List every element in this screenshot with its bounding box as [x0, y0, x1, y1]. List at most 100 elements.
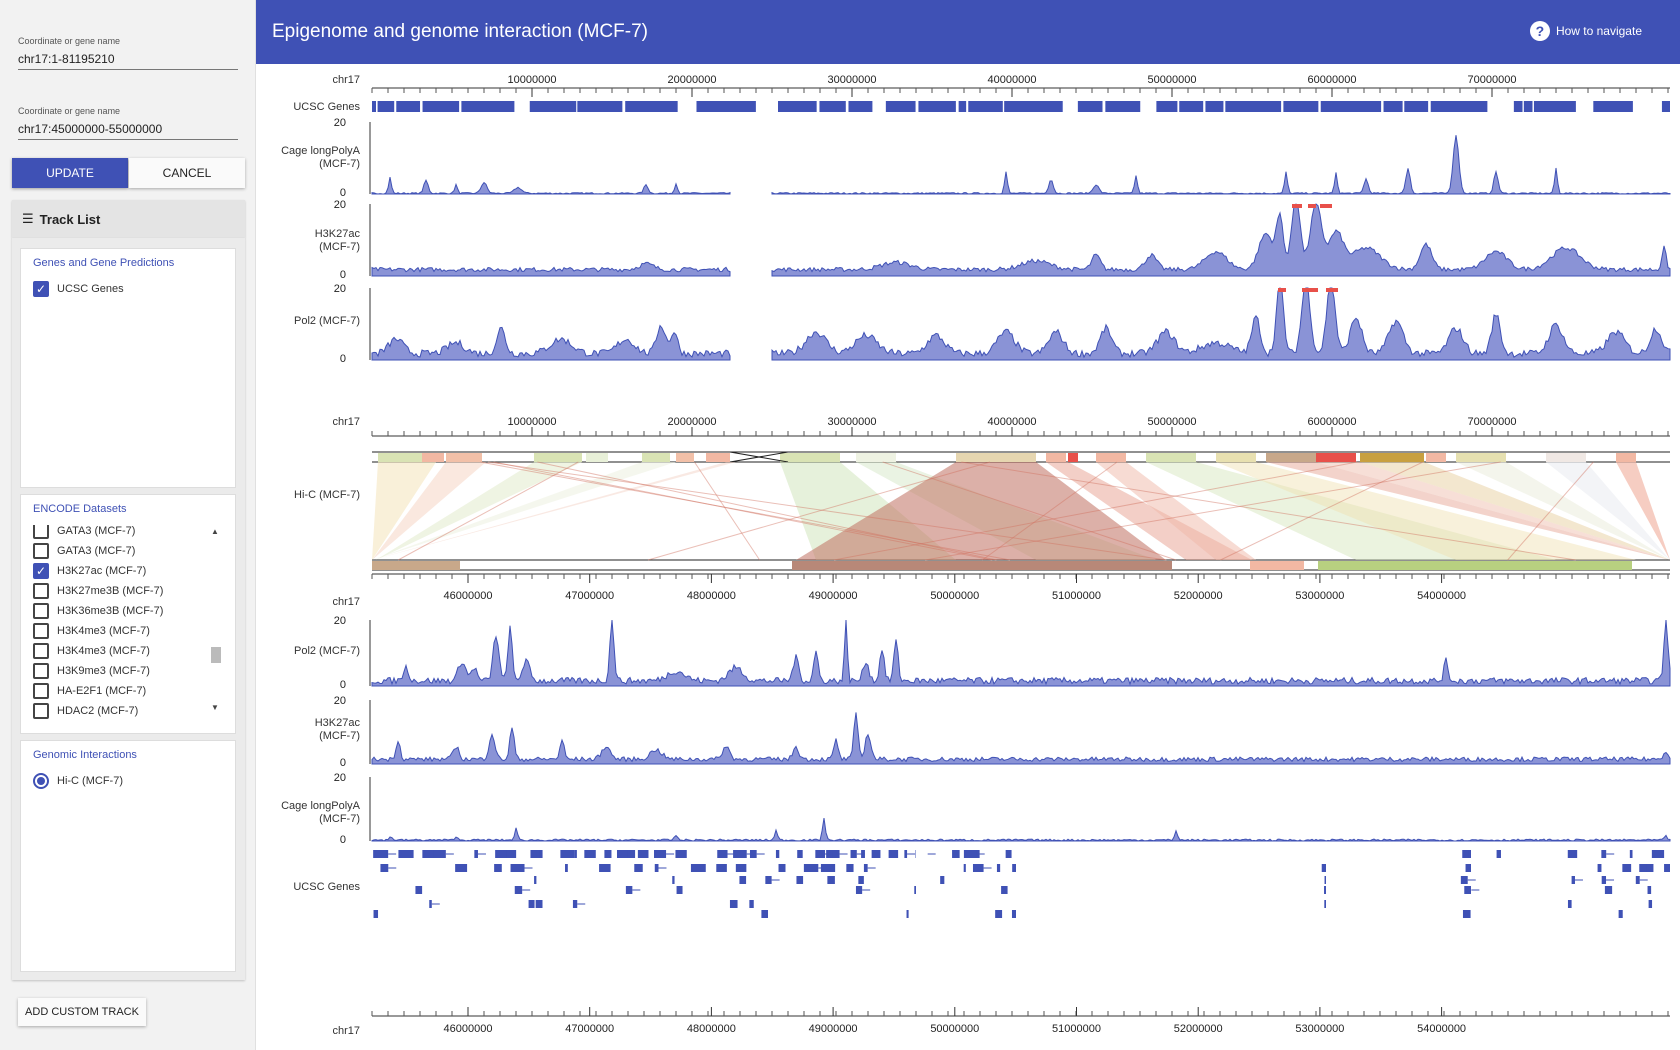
genome-browser-canvas[interactable]: chr17 10000000 20000000 30000000 40000000 500…	[256, 64, 1680, 1050]
gene-block	[1597, 864, 1602, 872]
track-list-title: Track List	[39, 211, 101, 227]
gene-block	[1283, 101, 1319, 112]
gene-block	[1404, 101, 1429, 112]
option-label: Hi-C (MCF-7)	[57, 775, 123, 787]
option-encode-item[interactable]: HDAC2 (MCF-7)	[33, 701, 223, 720]
checkbox-icon[interactable]	[33, 643, 49, 659]
gene-block	[574, 850, 577, 858]
checkbox-icon[interactable]	[33, 583, 49, 599]
gene-block	[373, 910, 379, 918]
checkbox-icon[interactable]	[33, 525, 49, 539]
hic-top-bin	[1456, 453, 1506, 462]
scroll-down-icon[interactable]: ▼	[211, 703, 219, 712]
track-label-hic: Hi-C (MCF-7)	[294, 489, 360, 501]
cage-top-ymax: 20	[334, 117, 346, 129]
how-to-navigate-button[interactable]: ? How to navigate	[1529, 21, 1642, 41]
gene-block	[832, 850, 836, 858]
hic-top-bin	[1216, 453, 1256, 462]
track-list-header[interactable]: ☰ Track List	[12, 200, 245, 238]
bottom-ruler-tick-label: 46000000	[444, 1023, 493, 1035]
gene-block	[1593, 101, 1633, 112]
hic-interaction	[1360, 462, 1670, 560]
gene-block	[565, 864, 568, 872]
region-ruler-tick-label: 51000000	[1052, 590, 1101, 602]
gene-block	[940, 876, 945, 884]
option-label: UCSC Genes	[57, 283, 124, 295]
gene-block	[968, 101, 1003, 112]
checkbox-icon[interactable]	[33, 543, 49, 559]
hic-top-bin	[1068, 453, 1078, 462]
help-label: How to navigate	[1555, 24, 1642, 38]
pol2-top-signal-clip-mark	[1326, 288, 1338, 292]
chromosome-label: chr17	[332, 416, 360, 428]
option-encode-item[interactable]: ✓ H3K27ac (MCF-7)	[33, 561, 223, 581]
gene-block	[1321, 864, 1326, 872]
option-encode-item[interactable]: HA-E2F1 (MCF-7)	[33, 681, 223, 701]
hic-interaction	[1456, 462, 1670, 560]
gene-block	[1462, 910, 1471, 918]
gene-block	[778, 864, 786, 872]
checkbox-icon[interactable]	[33, 603, 49, 619]
h3k-top-ymin: 0	[340, 269, 346, 281]
coordinate-input-1[interactable]: chr17:1-81195210	[18, 48, 238, 70]
hic-top-bin	[706, 453, 730, 462]
help-icon: ?	[1529, 21, 1550, 41]
add-custom-track-button[interactable]: ADD CUSTOM TRACK	[18, 998, 146, 1026]
gene-block	[778, 101, 817, 112]
hic-arc	[982, 461, 1118, 561]
option-encode-item[interactable]: H3K4me3 (MCF-7)	[33, 621, 223, 641]
track-label-pol2: Pol2 (MCF-7)	[294, 645, 360, 657]
pol2-top-signal	[371, 324, 731, 361]
cancel-button[interactable]: CANCEL	[129, 158, 245, 188]
h3k27ac-top-signal	[771, 203, 1671, 277]
coordinate-field-1[interactable]: Coordinate or gene name chr17:1-81195210	[18, 36, 238, 70]
chromosome-label: chr17	[332, 596, 360, 608]
gene-block	[848, 101, 873, 112]
encode-scrollbar[interactable]: ▲ ▼	[209, 525, 223, 720]
coordinate-field-2[interactable]: Coordinate or gene name chr17:45000000-5…	[18, 106, 238, 140]
option-encode-item[interactable]: H3K9me3 (MCF-7)	[33, 661, 223, 681]
coordinate-input-2[interactable]: chr17:45000000-55000000	[18, 118, 238, 140]
gene-block	[1629, 850, 1633, 858]
hic-top-bin	[1546, 453, 1586, 462]
gene-block	[765, 876, 772, 884]
checkbox-icon[interactable]	[33, 683, 49, 699]
option-encode-item[interactable]: GATA3 (MCF-7)	[33, 541, 223, 561]
scroll-thumb[interactable]	[211, 647, 221, 663]
option-encode-item[interactable]: GATA3 (MCF-7)	[33, 525, 223, 541]
hic-top-bin	[586, 453, 608, 462]
encode-list[interactable]: GATA3 (MCF-7) GATA3 (MCF-7) ✓ H3K27ac (MCF-…	[33, 525, 223, 720]
option-hic[interactable]: Hi-C (MCF-7)	[33, 771, 223, 791]
radio-selected-icon[interactable]	[33, 773, 49, 789]
hic-interaction	[796, 462, 1166, 560]
checkbox-checked-icon[interactable]: ✓	[33, 281, 49, 297]
gene-block	[625, 886, 633, 894]
hic-top-bin	[1360, 453, 1424, 462]
checkbox-icon[interactable]	[33, 623, 49, 639]
genes-panel-title: Genes and Gene Predictions	[33, 257, 175, 269]
update-button[interactable]: UPDATE	[12, 158, 128, 188]
hic-interaction	[1216, 462, 1636, 560]
gene-block	[634, 864, 643, 872]
checkbox-checked-icon[interactable]: ✓	[33, 563, 49, 579]
option-encode-item[interactable]: H3K4me3 (MCF-7)	[33, 641, 223, 661]
option-ucsc-genes[interactable]: ✓ UCSC Genes	[33, 279, 223, 299]
hic-arc	[647, 461, 991, 561]
gene-block	[1179, 101, 1204, 112]
gene-block	[604, 850, 612, 858]
top-ruler-tick-label: 60000000	[1308, 74, 1357, 86]
checkbox-icon[interactable]	[33, 663, 49, 679]
hic-arc	[493, 461, 993, 561]
gene-block	[422, 850, 437, 858]
scroll-up-icon[interactable]: ▲	[211, 527, 219, 536]
genome-browser[interactable]: chr17 10000000 20000000 30000000 40000000 500…	[256, 64, 1680, 1050]
gene-block	[506, 850, 517, 858]
interactions-panel-title: Genomic Interactions	[33, 749, 137, 761]
gene-block	[599, 864, 611, 872]
checkbox-icon[interactable]	[33, 703, 49, 719]
gene-block	[625, 101, 678, 112]
track-label-h3k27ac-cell: (MCF-7)	[319, 241, 360, 253]
option-encode-item[interactable]: H3K36me3B (MCF-7)	[33, 601, 223, 621]
option-encode-item[interactable]: H3K27me3B (MCF-7)	[33, 581, 223, 601]
sidebar: Coordinate or gene name chr17:1-81195210…	[0, 0, 256, 1050]
